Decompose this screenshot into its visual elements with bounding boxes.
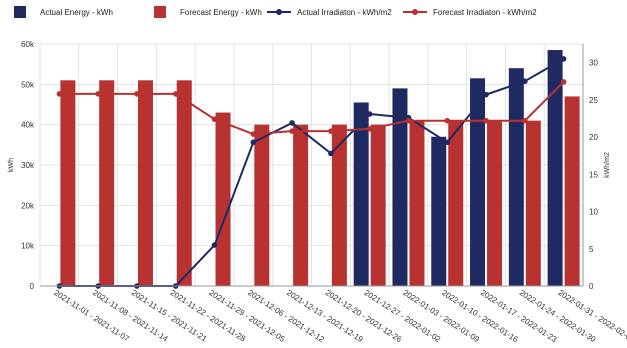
gridlines xyxy=(39,43,584,287)
legend-swatch-actual-energy xyxy=(14,6,26,18)
legend-swatch-forecast-energy xyxy=(154,6,166,18)
x-tick-label: 2021-11-01 - 2021-11-07 xyxy=(52,288,131,344)
actual-energy-bar xyxy=(508,68,524,286)
y-tick-label: 40k xyxy=(21,121,35,130)
legend-marker xyxy=(412,9,418,15)
actual-irradiation-point xyxy=(328,150,334,157)
legend-label: Actual Energy - kWh xyxy=(40,8,113,17)
actual-irradiation-point xyxy=(483,91,489,98)
forecast-energy-bar xyxy=(176,80,192,286)
actual-irradiation-point xyxy=(289,120,295,126)
actual-irradiation-point xyxy=(250,139,257,146)
legend-label: Forecast Irradiaton - kWh/m2 xyxy=(433,8,537,17)
forecast-irradiation-point xyxy=(95,91,101,97)
forecast-energy-bar xyxy=(60,80,76,286)
forecast-irradiation-point xyxy=(522,117,528,124)
y-tick-label: 10k xyxy=(21,242,35,251)
forecast-irradiation-point xyxy=(444,117,451,124)
forecast-irradiation-point xyxy=(172,91,179,97)
forecast-energy-bar xyxy=(525,120,541,286)
y2-tick-label: 20 xyxy=(589,133,598,142)
y2-tick-label: 0 xyxy=(589,282,594,291)
y-tick-label: 30k xyxy=(21,161,35,170)
forecast-energy-bar xyxy=(331,124,347,287)
forecast-irradiation-point xyxy=(211,116,218,123)
y2-tick-label: 25 xyxy=(589,96,598,105)
forecast-energy-bar xyxy=(137,80,153,286)
y2-tick-label: 15 xyxy=(589,170,598,179)
forecast-irradiation-point xyxy=(560,79,567,85)
forecast-irradiation-point xyxy=(405,117,412,124)
forecast-irradiation-point xyxy=(134,91,140,97)
actual-energy-bar xyxy=(547,50,563,286)
forecast-irradiation-point xyxy=(250,131,257,137)
actual-irradiation-point xyxy=(366,111,373,117)
actual-energy-bar xyxy=(470,78,486,287)
actual-irradiation-point xyxy=(522,78,528,85)
forecast-energy-bar xyxy=(293,124,309,287)
actual-energy-bar xyxy=(392,88,408,286)
forecast-energy-bar xyxy=(409,120,425,286)
y-tick-label: 60k xyxy=(21,40,35,49)
y-tick-label: 50k xyxy=(21,80,35,89)
forecast-energy-bar xyxy=(254,124,270,287)
actual-energy-bar xyxy=(353,102,369,286)
forecast-irradiation-point xyxy=(56,91,63,97)
y-tick-label: 20k xyxy=(21,201,35,210)
actual-irradiation-point xyxy=(560,56,567,62)
y2-tick-label: 5 xyxy=(589,245,594,254)
actual-irradiation-point xyxy=(444,139,451,146)
actual-irradiation-point xyxy=(211,242,218,248)
legend: Actual Energy - kWh Forecast Energy - kWh… xyxy=(14,6,537,18)
forecast-irradiation-point xyxy=(328,128,334,134)
y2-axis-title: kWh/m2 xyxy=(604,152,611,178)
forecast-energy-bar xyxy=(487,120,503,286)
forecast-energy-bar xyxy=(370,124,386,287)
forecast-irradiation-point xyxy=(366,126,373,132)
forecast-irradiation-line xyxy=(59,81,565,136)
legend-marker xyxy=(276,9,282,15)
y2-tick-label: 10 xyxy=(589,208,598,217)
forecast-energy-bar xyxy=(448,120,464,286)
forecast-irradiation-point xyxy=(483,117,489,124)
actual-energy-bar xyxy=(431,136,447,286)
forecast-energy-bar xyxy=(215,112,231,286)
y-axis-title: kWh xyxy=(8,158,15,172)
forecast-irradiation-point xyxy=(289,128,295,134)
bars xyxy=(60,50,580,287)
y2-tick-label: 30 xyxy=(589,59,598,68)
legend-label: Actual Irradiaton - kWh/m2 xyxy=(297,8,392,17)
legend-label: Forecast Energy - kWh xyxy=(180,8,262,17)
forecast-energy-bar xyxy=(99,80,115,286)
forecast-energy-bar xyxy=(564,96,580,286)
y-tick-label: 0 xyxy=(30,282,35,291)
